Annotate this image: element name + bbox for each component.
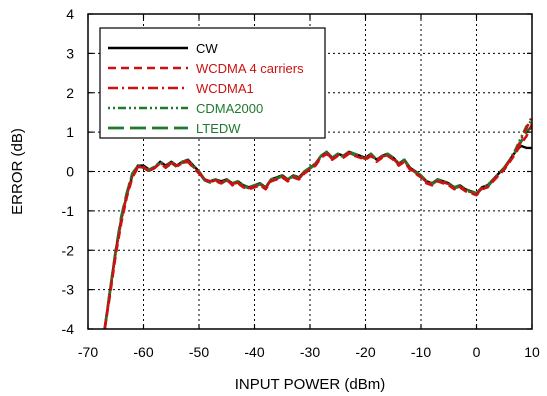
y-axis-label: ERROR (dB) — [9, 128, 26, 215]
legend-box — [99, 27, 326, 139]
y-tick-label: 4 — [66, 6, 74, 22]
x-tick-label: -10 — [411, 344, 431, 360]
y-tick-label: -3 — [62, 282, 75, 298]
legend-label: LTEDW — [196, 121, 241, 136]
y-tick-label: 0 — [66, 164, 74, 180]
x-tick-label: -20 — [355, 344, 375, 360]
legend-label: WCDMA 4 carriers — [196, 61, 304, 76]
x-tick-label: -30 — [300, 344, 320, 360]
x-tick-label: -60 — [133, 344, 153, 360]
series-line-wcdma-4-carriers — [103, 123, 532, 329]
x-tick-label: -70 — [78, 344, 98, 360]
y-tick-label: 1 — [66, 124, 74, 140]
y-tick-label: -1 — [62, 203, 75, 219]
y-tick-label: -4 — [62, 321, 75, 337]
y-tick-label: 2 — [66, 85, 74, 101]
series-lines — [103, 115, 532, 329]
legend-label: WCDMA1 — [196, 81, 254, 96]
legend-label: CW — [196, 41, 218, 56]
y-tick-label: -2 — [62, 242, 75, 258]
x-tick-label: -50 — [189, 344, 209, 360]
x-tick-label: 10 — [524, 344, 540, 360]
legend: CW WCDMA 4 carriers WCDMA1 CDMA2000 LTEDW — [99, 27, 326, 139]
legend-label: CDMA2000 — [196, 101, 263, 116]
y-tick-label: 3 — [66, 45, 74, 61]
x-tick-label: -40 — [244, 344, 264, 360]
x-axis-label: INPUT POWER (dBm) — [235, 376, 386, 393]
x-tick-label: 0 — [473, 344, 481, 360]
